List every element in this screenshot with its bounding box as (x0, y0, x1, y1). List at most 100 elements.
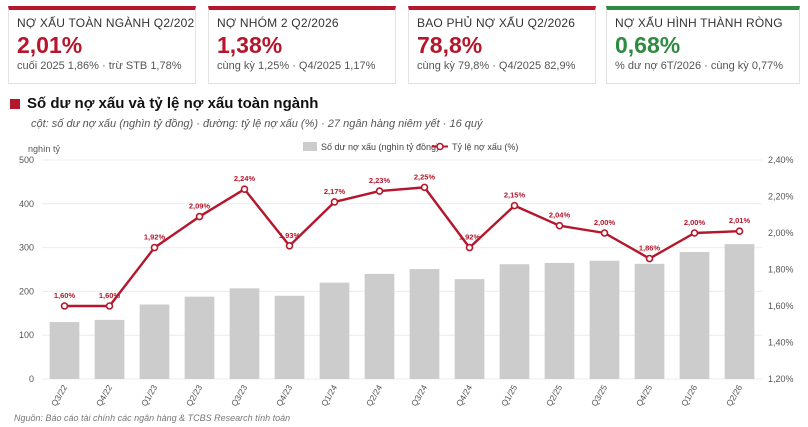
kpi-card-group2-debt: NỢ NHÓM 2 Q2/2026 1,38% cùng kỳ 1,25% · … (208, 6, 396, 84)
npl-chart: 0 100 200 300 400 500 1,20% 1,40% 1,60% 1,80% 2,00… (19, 142, 794, 408)
x-tick-label: Q3/24 (409, 383, 429, 408)
legend-line-label: Tỷ lệ nợ xấu (%) (452, 142, 518, 152)
chart-title: Số dư nợ xấu và tỷ lệ nợ xấu toàn ngành (27, 95, 319, 112)
y2-tick-label: 1,20% (768, 374, 794, 384)
line-point (105, 302, 114, 310)
line-point (600, 229, 609, 237)
line-point (645, 254, 654, 263)
legend-line-marker (436, 142, 444, 151)
data-label: 2,01% (729, 216, 751, 225)
chart-subtitle: cột: số dư nợ xấu (nghìn tỷ đồng) · đườn… (31, 118, 483, 130)
y2-tick-label: 1,60% (768, 301, 794, 311)
bar (544, 262, 575, 379)
kpi-value: 1,38% (217, 32, 283, 58)
bar (229, 288, 260, 379)
data-label: 2,04% (549, 211, 571, 220)
bar (454, 279, 485, 379)
x-tick-label: Q1/25 (499, 383, 519, 408)
line-point (420, 183, 429, 192)
x-tick-label: Q1/23 (139, 383, 159, 408)
y-tick-label: 200 (19, 286, 34, 296)
source-note: Nguồn: Báo cáo tài chính các ngân hàng &… (14, 413, 291, 423)
data-label: 1,60% (54, 291, 76, 300)
y-tick-label: 400 (19, 199, 34, 209)
y2-tick-label: 2,20% (768, 192, 794, 202)
bar (634, 263, 665, 379)
data-label: 2,23% (369, 176, 391, 185)
line-point (690, 229, 699, 237)
data-label: 2,25% (414, 172, 436, 181)
x-tick-label: Q2/23 (184, 383, 204, 408)
kpi-value: 0,68% (615, 32, 681, 58)
line-point (465, 243, 474, 252)
bar (499, 264, 530, 379)
kpi-card-npl-ratio: NỢ XẤU TOÀN NGÀNH Q2/2026 2,01% cuối 202… (8, 6, 196, 84)
kpi-sub: cuối 2025 1,86% · trừ STB 1,78% (17, 60, 182, 72)
line-point (555, 221, 564, 230)
kpi-sub: cùng kỳ 79,8% · Q4/2025 82,9% (417, 60, 576, 72)
y2-tick-label: 2,00% (768, 228, 794, 238)
data-label: 2,24% (234, 174, 256, 183)
x-tick-label: Q4/25 (634, 383, 654, 408)
line-point (285, 241, 294, 250)
data-label: 2,17% (324, 187, 346, 196)
x-tick-label: Q3/23 (229, 383, 249, 408)
kpi-card-coverage: BAO PHỦ NỢ XẤU Q2/2026 78,8% cùng kỳ 79,… (408, 6, 596, 84)
x-tick-label: Q2/26 (724, 383, 744, 408)
kpi-value: 78,8% (417, 32, 483, 58)
legend-bar-swatch (303, 142, 317, 151)
x-tick-label: Q4/24 (454, 383, 474, 408)
x-tick-label: Q3/22 (49, 383, 69, 408)
y-tick-label: 0 (29, 374, 34, 384)
data-label: 1,92% (144, 233, 166, 242)
kpi-label: NỢ XẤU TOÀN NGÀNH Q2/2026 (17, 16, 196, 30)
kpi-value: 2,01% (17, 32, 83, 58)
line-point (735, 227, 744, 235)
data-label: 1,60% (99, 291, 121, 300)
line-point (240, 185, 249, 194)
bar (319, 282, 350, 379)
line-point (150, 243, 159, 252)
x-tick-label: Q1/24 (319, 383, 339, 408)
line-point (330, 198, 339, 206)
bar (724, 244, 755, 379)
bar (184, 296, 215, 379)
kpi-label: BAO PHỦ NỢ XẤU Q2/2026 (417, 16, 576, 30)
bar (409, 269, 440, 379)
kpi-sub: % dư nợ 6T/2026 · cùng kỳ 0,77% (615, 60, 784, 72)
data-label: 1,92% (459, 233, 481, 242)
y-tick-label: 500 (19, 155, 34, 165)
data-label: 2,00% (594, 218, 616, 227)
data-label: 2,00% (684, 218, 706, 227)
kpi-sub: cùng kỳ 1,25% · Q4/2025 1,17% (217, 60, 376, 72)
bar (679, 251, 710, 379)
kpi-card-net-npl-formation: NỢ XẤU HÌNH THÀNH RÒNG 0,68% % dư nợ 6T/… (606, 6, 800, 84)
data-label: 2,15% (504, 191, 526, 200)
chart-title-row: Số dư nợ xấu và tỷ lệ nợ xấu toàn ngành (10, 95, 318, 112)
y2-tick-label: 1,40% (768, 338, 794, 348)
title-marker (10, 98, 20, 109)
y2-tick-label: 1,80% (768, 265, 794, 275)
bar (364, 273, 395, 379)
kpi-label: NỢ NHÓM 2 Q2/2026 (217, 16, 339, 30)
kpi-row: NỢ XẤU TOÀN NGÀNH Q2/2026 2,01% cuối 202… (8, 6, 800, 88)
bar (139, 304, 170, 379)
line-point (510, 201, 519, 210)
data-label: 1,93% (279, 231, 301, 240)
legend-bar-label: Số dư nợ xấu (nghìn tỷ đồng) (321, 142, 439, 152)
x-tick-label: Q2/24 (364, 383, 384, 408)
x-tick-label: Q2/25 (544, 383, 564, 408)
y-tick-label: 300 (19, 243, 34, 253)
y2-tick-label: 2,40% (768, 155, 794, 165)
x-tick-label: Q4/23 (274, 383, 294, 408)
x-tick-label: Q4/22 (94, 383, 114, 408)
data-label: 2,09% (189, 202, 211, 211)
x-tick-label: Q3/25 (589, 383, 609, 408)
data-label: 1,86% (639, 244, 661, 253)
y-tick-label: 100 (19, 330, 34, 340)
y-axis-unit: nghìn tỷ (28, 144, 61, 154)
line-point (60, 302, 69, 310)
bar (94, 319, 125, 379)
line-point (195, 212, 204, 221)
bar (589, 260, 620, 379)
